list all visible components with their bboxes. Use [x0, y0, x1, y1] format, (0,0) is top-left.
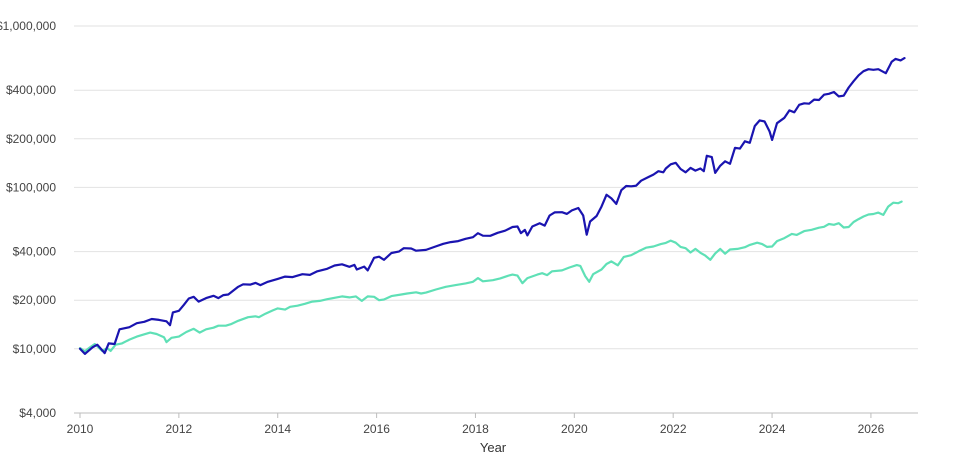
x-tick-label: 2024	[759, 422, 786, 436]
y-tick-label: $40,000	[13, 245, 57, 259]
x-tick-label: 2016	[363, 422, 390, 436]
x-axis: 2010 2012 2014 2016 2018 2020 2022 2024 2026	[67, 412, 918, 436]
y-tick-label: $200,000	[6, 132, 56, 146]
y-tick-label: $10,000	[13, 342, 57, 356]
x-tick-label: 2026	[858, 422, 885, 436]
x-tick-label: 2020	[561, 422, 588, 436]
series-line-1	[78, 57, 906, 355]
series-line-2	[78, 200, 903, 353]
y-tick-label: $4,000	[19, 406, 56, 420]
x-tick-label: 2012	[166, 422, 193, 436]
series-lines	[78, 57, 906, 355]
x-tick-label: 2022	[660, 422, 687, 436]
y-tick-label: $1,000,000	[0, 19, 56, 33]
x-tick-label: 2010	[67, 422, 94, 436]
x-tick-label: 2014	[264, 422, 291, 436]
y-tick-label: $400,000	[6, 83, 56, 97]
x-tick-label: 2018	[462, 422, 489, 436]
y-tick-label: $100,000	[6, 180, 56, 194]
gridlines	[74, 25, 918, 350]
y-tick-label: $20,000	[13, 293, 57, 307]
y-axis: $4,000 $10,000 $20,000 $40,000 $100,000 $200,…	[0, 19, 56, 420]
x-axis-title: Year	[480, 440, 507, 455]
